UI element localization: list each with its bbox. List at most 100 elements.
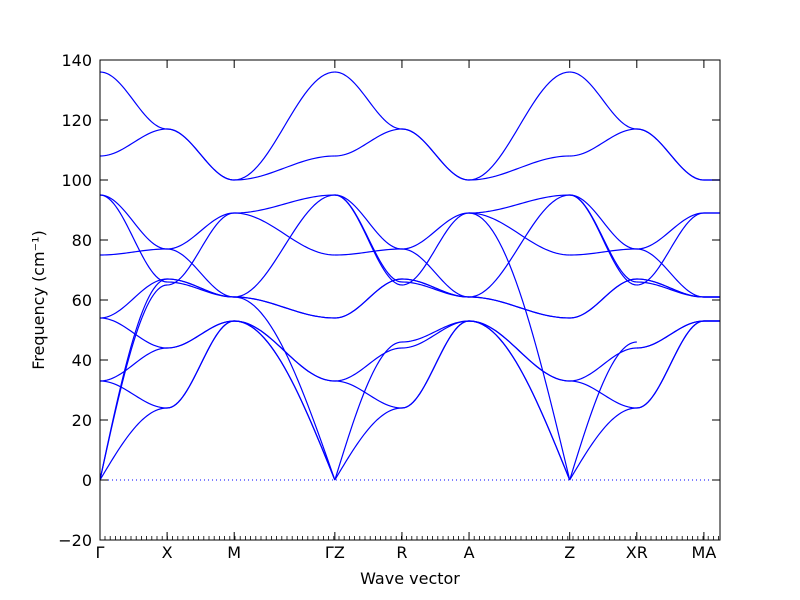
band-line [569,71,637,130]
band-line [100,278,168,319]
band-line [234,71,335,181]
band-line [334,347,402,382]
band-line [100,380,168,409]
band-line [100,194,168,283]
y-tick-label: −20 [58,531,92,550]
band-line [100,194,168,250]
band-line [636,128,704,181]
band-line [469,155,570,181]
band-line [100,248,168,256]
band-line [234,194,335,298]
band-line [334,128,402,157]
band-line [401,212,470,250]
band-segment-R-M [636,128,704,409]
band-segment-Z-X [569,71,637,481]
y-tick-label: 60 [72,291,92,310]
band-line [334,380,402,409]
x-tick-label: Z [564,543,575,562]
band-line [401,281,470,298]
band-line [468,212,571,481]
band-line [569,347,637,382]
band-line [469,296,570,319]
x-axis: Γ X M ΓZ R A Z XR MA [96,60,717,562]
band-line [469,320,571,481]
x-tick-label: Γ [96,543,105,562]
band-line [234,320,336,481]
band-line [167,320,235,349]
band-line [469,194,570,214]
band-line [167,248,235,298]
band-segment-M-Γ [234,71,336,481]
y-tick-label: 20 [72,411,92,430]
band-line [100,407,168,481]
band-line [569,128,637,157]
band-line [234,296,335,319]
y-tick-label: 120 [61,111,92,130]
band-line [636,320,704,349]
band-line [469,320,570,382]
band-line [100,317,168,349]
band-line [569,407,637,481]
band-line [569,194,637,250]
x-tick-label: X [162,543,173,562]
band-line [636,281,704,298]
band-line [401,248,470,298]
band-line [167,128,235,181]
y-axis-label-text: Frequency [29,287,48,370]
bands-layer [100,71,720,481]
minor-ticks-layer [104,536,719,540]
band-line [469,194,570,298]
band-segment-Γ-X [100,71,168,481]
x-tick-label: A [464,543,475,562]
band-line [100,284,168,481]
band-segment-R-A [401,128,470,409]
band-line [636,212,704,250]
band-line [334,194,403,283]
band-line [234,194,335,214]
band-line [569,341,637,481]
band-line [334,71,402,130]
plot-area [100,71,720,481]
y-tick-label: 140 [61,51,92,70]
x-tick-label: ΓZ [325,543,345,562]
x-axis-label: Wave vector [360,569,460,588]
band-line [468,71,570,181]
band-line [100,128,168,157]
y-axis-label-unit: (cm⁻¹) [29,230,48,282]
band-line [167,281,235,298]
x-tick-label: MA [692,543,717,562]
band-line [100,347,168,382]
y-tick-label: 40 [72,351,92,370]
band-line [401,320,470,349]
band-line [401,128,470,181]
y-tick-label: 100 [61,171,92,190]
band-line [167,320,235,409]
band-line [334,194,402,250]
band-line [334,278,402,319]
band-line [636,320,704,409]
band-line [569,248,637,256]
band-line [636,248,704,298]
band-line [100,71,168,130]
x-tick-label: R [396,543,407,562]
band-line [234,212,335,256]
band-line [569,194,637,283]
band-segment-X-M [167,128,235,409]
band-segment-A-Z [468,71,571,481]
band-line [569,380,637,409]
band-line [234,155,335,181]
band-line [334,248,402,256]
x-tick-label: M [227,543,241,562]
y-tick-label: 0 [82,471,92,490]
band-line [234,296,336,481]
band-line [469,212,570,256]
band-line [334,407,402,481]
band-line [167,212,235,250]
x-tick-label: XR [626,543,648,562]
band-line [334,341,403,481]
band-segment-Z-R [334,71,403,481]
band-line [569,278,637,319]
y-axis-label: Frequency (cm⁻¹) [29,230,48,369]
